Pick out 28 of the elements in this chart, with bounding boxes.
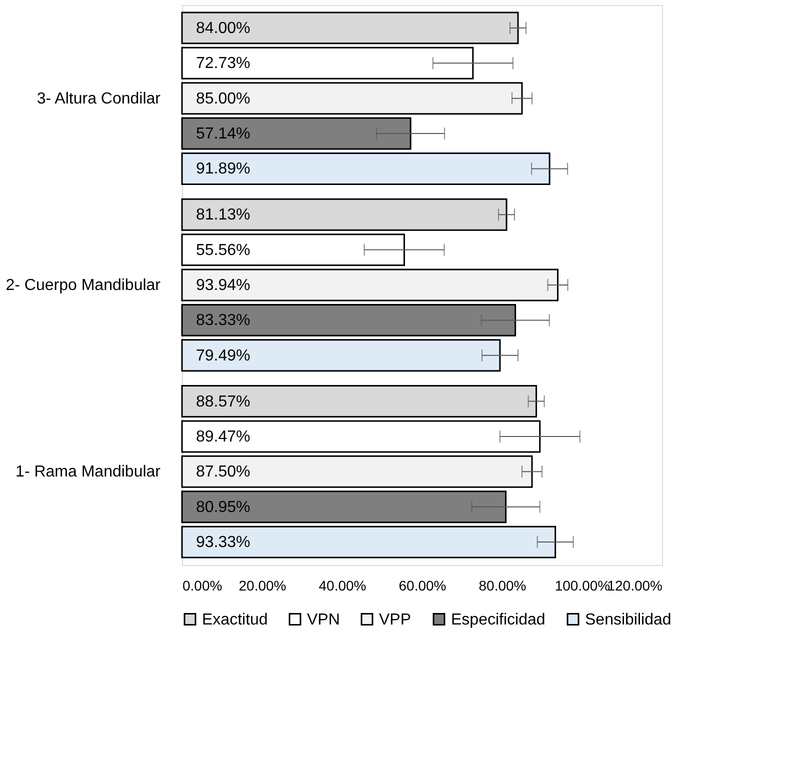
data-label: 81.13% — [196, 206, 250, 224]
legend-label: Especificidad — [451, 611, 546, 628]
data-label: 88.57% — [196, 393, 250, 410]
x-tick-label: 60.00% — [398, 578, 446, 594]
data-label: 83.33% — [196, 312, 250, 330]
legend-label: Sensibilidad — [585, 611, 672, 628]
data-label: 57.14% — [196, 126, 250, 143]
data-label: 87.50% — [196, 464, 250, 481]
data-label: 72.73% — [196, 55, 250, 72]
x-tick-label: 20.00% — [238, 578, 286, 594]
x-tick-label: 80.00% — [478, 578, 526, 594]
y-tick-label: 1- Rama Mandibular — [16, 464, 162, 481]
data-label: 89.47% — [196, 428, 250, 446]
y-tick-label: 2- Cuerpo Mandibular — [6, 277, 162, 294]
data-label: 80.95% — [196, 498, 250, 516]
x-tick-label: 40.00% — [318, 578, 366, 594]
x-tick-label: 0.00% — [182, 578, 222, 594]
data-label: 91.89% — [196, 160, 250, 178]
data-label: 85.00% — [196, 90, 250, 108]
data-label: 93.94% — [196, 277, 250, 294]
y-tick-label: 3- Altura Condilar — [36, 90, 162, 108]
data-label: 79.49% — [196, 347, 250, 364]
data-label: 93.33% — [196, 534, 250, 552]
legend-label: Exactitud — [202, 611, 268, 628]
data-label: 55.56% — [196, 242, 250, 259]
legend-label: VPN — [307, 611, 340, 628]
legend-label: VPP — [379, 611, 412, 628]
data-label: 84.00% — [196, 20, 250, 37]
